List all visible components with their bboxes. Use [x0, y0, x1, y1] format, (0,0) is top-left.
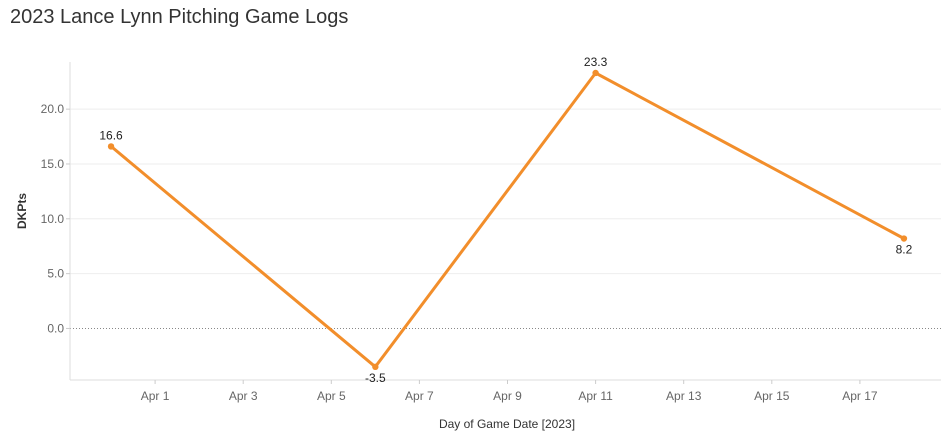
gridlines — [70, 108, 941, 329]
series-line-layer — [107, 69, 908, 371]
data-point — [372, 363, 379, 371]
y-tick-label: 20.0 — [41, 102, 65, 116]
y-tick-label: 5.0 — [47, 267, 64, 281]
x-tick-label: Apr 7 — [405, 389, 434, 403]
x-tick-label: Apr 15 — [754, 389, 790, 403]
chart-title: 2023 Lance Lynn Pitching Game Logs — [10, 6, 349, 28]
x-tick-label: Apr 11 — [578, 389, 613, 403]
x-tick-label: Apr 3 — [229, 389, 258, 403]
x-tick-label: Apr 17 — [842, 389, 878, 403]
data-point — [107, 143, 115, 150]
data-point — [900, 235, 908, 242]
data-label-layer: 16.6 -3.5 23.3 8.2 — [99, 55, 912, 385]
series-line — [109, 71, 906, 369]
data-label: 8.2 — [896, 243, 913, 257]
y-tick-label: 15.0 — [41, 157, 65, 171]
x-axis-ticks: Apr 1 Apr 3 Apr 5 Apr 7 Apr 9 Apr 11 Apr 13 Apr… — [141, 380, 878, 403]
y-axis-ticks: 0.0 5.0 10.0 15.0 20.0 — [41, 102, 70, 335]
data-point — [592, 69, 599, 77]
x-tick-label: Apr 5 — [317, 389, 346, 403]
y-tick-label: 0.0 — [47, 321, 64, 335]
x-axis-title: Day of Game Date [2023] — [439, 417, 575, 431]
data-label: 16.6 — [99, 128, 123, 142]
x-tick-label: Apr 13 — [666, 389, 702, 403]
x-tick-label: Apr 9 — [493, 389, 522, 403]
data-label: 23.3 — [584, 55, 608, 69]
y-axis-title: DKPts — [15, 193, 29, 229]
data-label: -3.5 — [365, 371, 386, 385]
y-tick-label: 10.0 — [41, 212, 65, 226]
x-tick-label: Apr 1 — [141, 389, 170, 403]
